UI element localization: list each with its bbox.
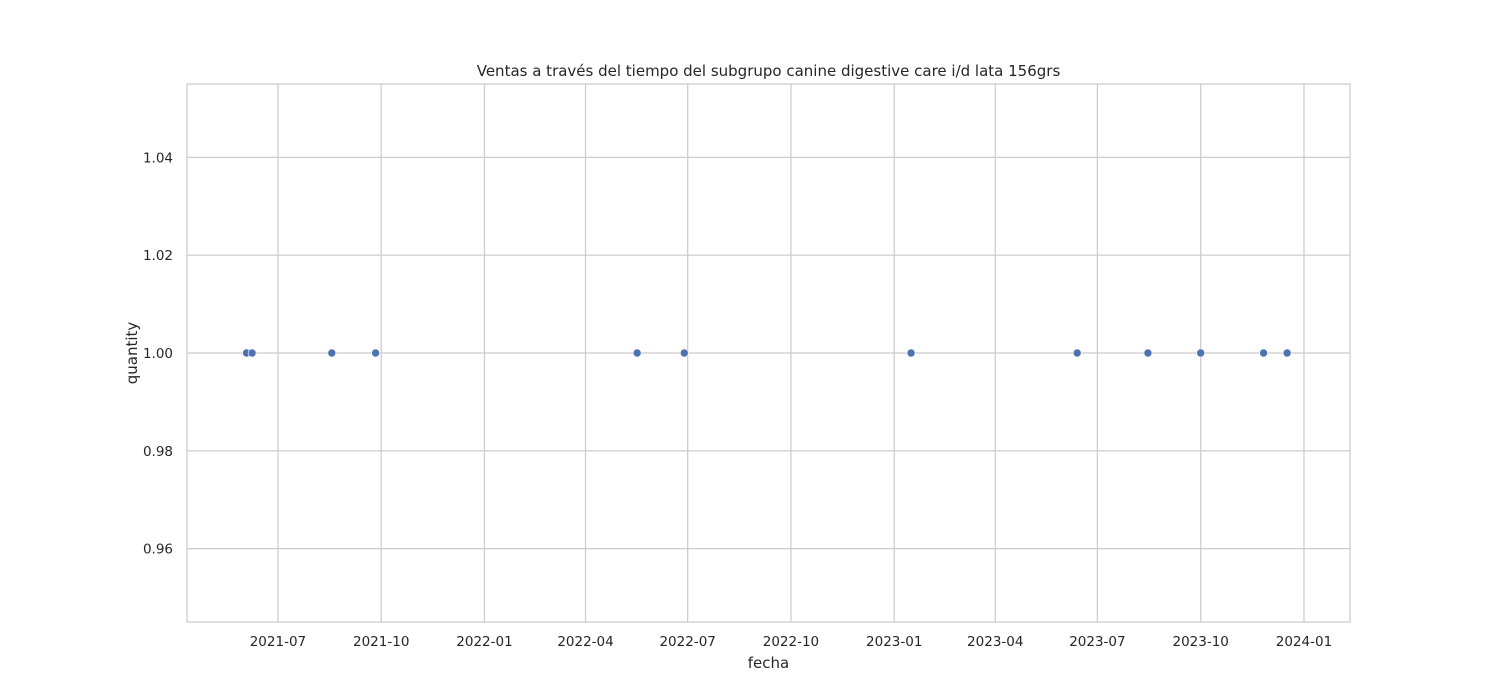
y-tick-label: 0.96 [143,542,173,558]
y-tick-label: 1.04 [143,150,173,166]
x-tick-label: 2022-10 [763,634,819,650]
y-axis-label: quantity [123,322,141,385]
x-tick-label: 2021-07 [250,634,306,650]
data-point [906,348,916,358]
data-point [680,348,689,358]
y-tick-label: 0.98 [143,444,173,460]
x-tick-label: 2022-04 [557,634,613,650]
data-point [371,348,380,358]
points [242,348,1292,358]
data-point [1072,348,1082,358]
data-point [247,348,257,358]
x-tick-label: 2023-07 [1069,634,1125,650]
y-tick-label: 1.02 [143,248,173,264]
data-point [1196,348,1205,358]
data-point [327,348,337,358]
grid [187,84,1350,622]
data-point [1143,348,1153,358]
x-axis-label: fecha [748,654,789,672]
y-tick-labels: 0.96 0.98 1.00 1.02 1.04 [143,150,173,557]
data-point [632,348,642,358]
y-tick-label: 1.00 [143,346,173,362]
x-tick-label: 2023-04 [967,634,1023,650]
x-tick-label: 2023-01 [866,634,922,650]
x-tick-label: 2021-10 [353,634,409,650]
chart-title: Ventas a través del tiempo del subgrupo … [477,62,1061,80]
data-point [1282,348,1292,358]
x-tick-label: 2022-07 [659,634,715,650]
x-tick-label: 2022-01 [456,634,512,650]
plot-area [186,83,1351,623]
x-tick-label: 2024-01 [1276,634,1332,650]
x-tick-labels: 2021-07 2021-10 2022-01 2022-04 2022-07 2022-… [250,634,1332,650]
x-tick-label: 2023-10 [1172,634,1228,650]
data-point [1259,348,1268,358]
